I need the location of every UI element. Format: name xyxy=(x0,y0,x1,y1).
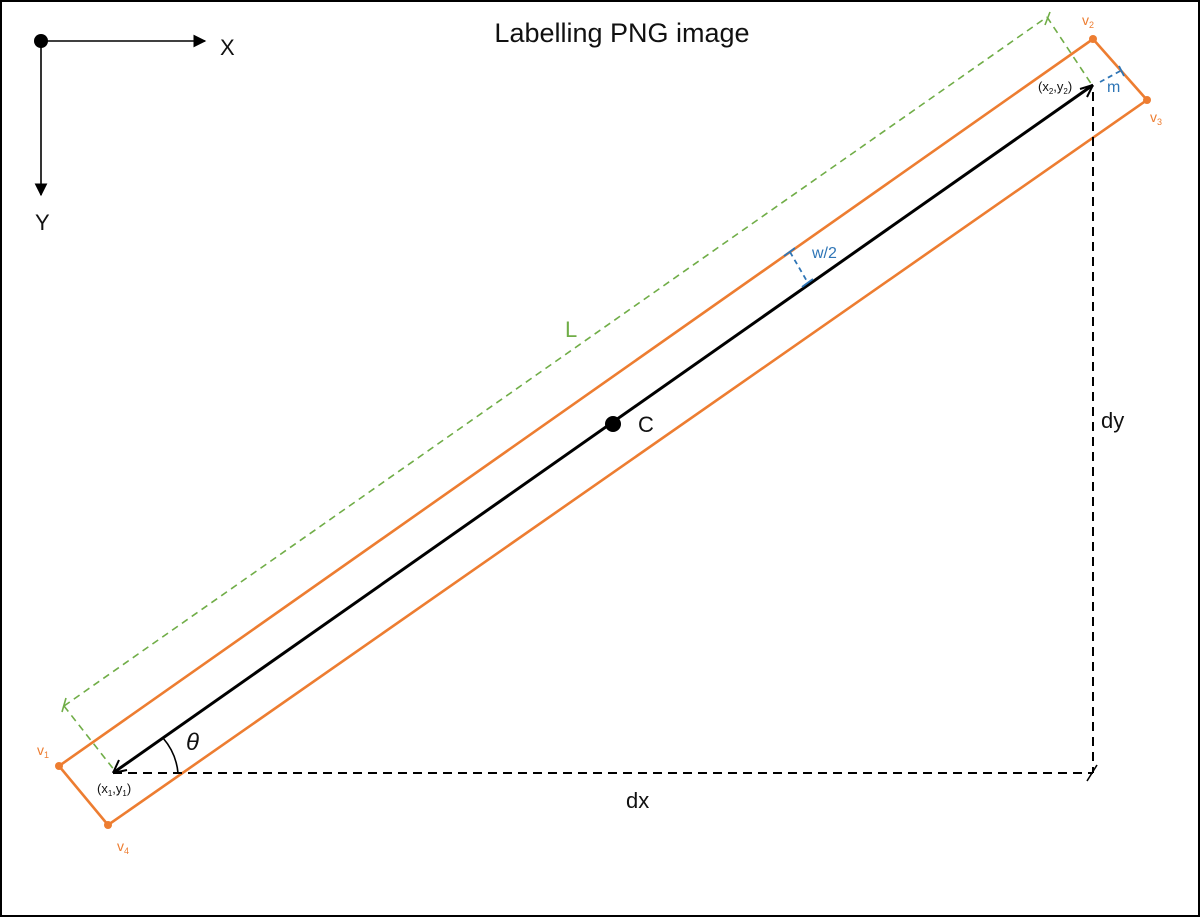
segment-line xyxy=(112,83,1094,775)
main-segment: C xyxy=(112,83,1094,775)
vertex-1-dot xyxy=(55,762,63,770)
center-dot xyxy=(605,416,621,432)
width-indicator: w/2 m xyxy=(783,65,1125,288)
margin-dimension-line xyxy=(1099,69,1123,83)
diagram-title: Labelling PNG image xyxy=(494,18,749,48)
angle-arc xyxy=(162,737,179,774)
segment-end-arrowhead xyxy=(1079,84,1094,98)
length-label: L xyxy=(565,317,577,342)
half-width-label: w/2 xyxy=(811,245,837,262)
margin-label: m xyxy=(1107,79,1120,96)
dx-label: dx xyxy=(626,788,649,813)
dy-label: dy xyxy=(1101,408,1124,433)
x-axis-label: X xyxy=(220,35,235,60)
length-dimension-line xyxy=(63,16,1048,707)
length-indicator: L xyxy=(61,11,1093,772)
bounding-box-outline xyxy=(57,37,1149,827)
vertex-2-dot xyxy=(1089,35,1097,43)
coordinate-axes: X Y xyxy=(34,34,235,235)
vertex-3-dot xyxy=(1143,96,1151,104)
length-end-extension xyxy=(1046,16,1093,86)
vertex-1-label: v1 xyxy=(37,742,49,760)
half-width-dimension-line xyxy=(789,251,809,284)
vertex-4-dot xyxy=(104,821,112,829)
bounding-box: v1 v2 v3 v4 xyxy=(37,12,1162,856)
length-end-tick xyxy=(1044,11,1051,26)
center-label: C xyxy=(638,412,654,437)
length-start-tick xyxy=(61,697,67,713)
point-1-label: (x1,y1) xyxy=(97,781,131,798)
vertex-3-label: v3 xyxy=(1150,109,1162,127)
vertex-2-label: v2 xyxy=(1082,12,1094,30)
angle-indicator: θ xyxy=(162,729,199,774)
point-2-label: (x2,y2) xyxy=(1038,79,1072,96)
projection-lines: dx dy xyxy=(113,92,1124,813)
margin-tick xyxy=(1118,65,1125,77)
length-start-extension xyxy=(63,705,116,772)
y-axis-label: Y xyxy=(35,210,50,235)
vertex-4-label: v4 xyxy=(117,838,129,856)
half-width-ticks xyxy=(783,247,814,288)
theta-label: θ xyxy=(186,729,199,756)
corner-tick xyxy=(1086,764,1098,782)
